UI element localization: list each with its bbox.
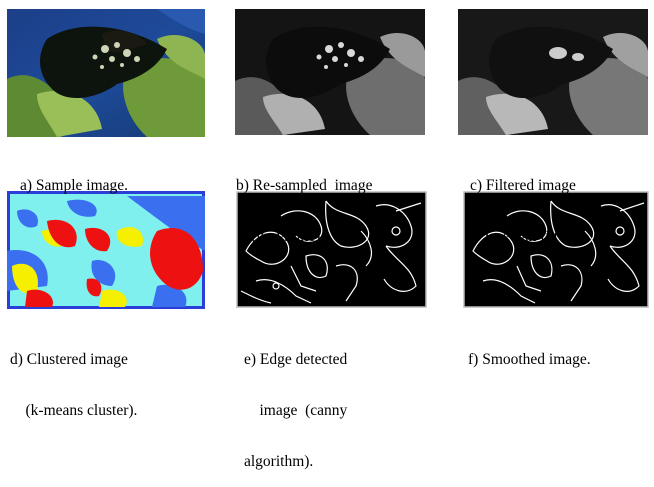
panel-f-smoothed-image bbox=[463, 191, 649, 308]
caption-b-line-1: b) Re-sampled image bbox=[236, 177, 373, 194]
caption-d-line-2: (k-means cluster). bbox=[10, 402, 138, 419]
caption-d: d) Clustered image (k-means cluster). bbox=[10, 317, 137, 436]
caption-e: e) Edge detected image (canny algorithm)… bbox=[244, 317, 347, 487]
caption-d-line-1: d) Clustered image bbox=[10, 351, 128, 368]
caption-e-line-3: algorithm). bbox=[244, 453, 314, 470]
caption-a: a) Sample image. bbox=[20, 143, 128, 211]
caption-c: c) Filtered image (median filter). bbox=[470, 143, 579, 262]
caption-c-line-2: (median filter). bbox=[470, 228, 580, 245]
caption-b: b) Re-sampled image (grayscale). bbox=[236, 143, 372, 262]
caption-e-line-1: e) Edge detected bbox=[244, 351, 348, 368]
caption-b-line-2: (grayscale). bbox=[236, 228, 325, 245]
caption-c-line-1: c) Filtered image bbox=[470, 177, 576, 194]
caption-e-line-2: image (canny bbox=[244, 402, 348, 419]
caption-f: f) Smoothed image. bbox=[468, 317, 591, 385]
panel-a-sample-image bbox=[7, 9, 205, 137]
panel-b-resampled-image bbox=[235, 9, 425, 135]
panel-c-filtered-image bbox=[458, 9, 648, 135]
caption-f-line-1: f) Smoothed image. bbox=[468, 351, 591, 368]
caption-a-line-1: a) Sample image. bbox=[20, 177, 129, 194]
panel-e-edge-detected-image bbox=[236, 191, 427, 308]
panel-d-clustered-image bbox=[7, 191, 205, 309]
